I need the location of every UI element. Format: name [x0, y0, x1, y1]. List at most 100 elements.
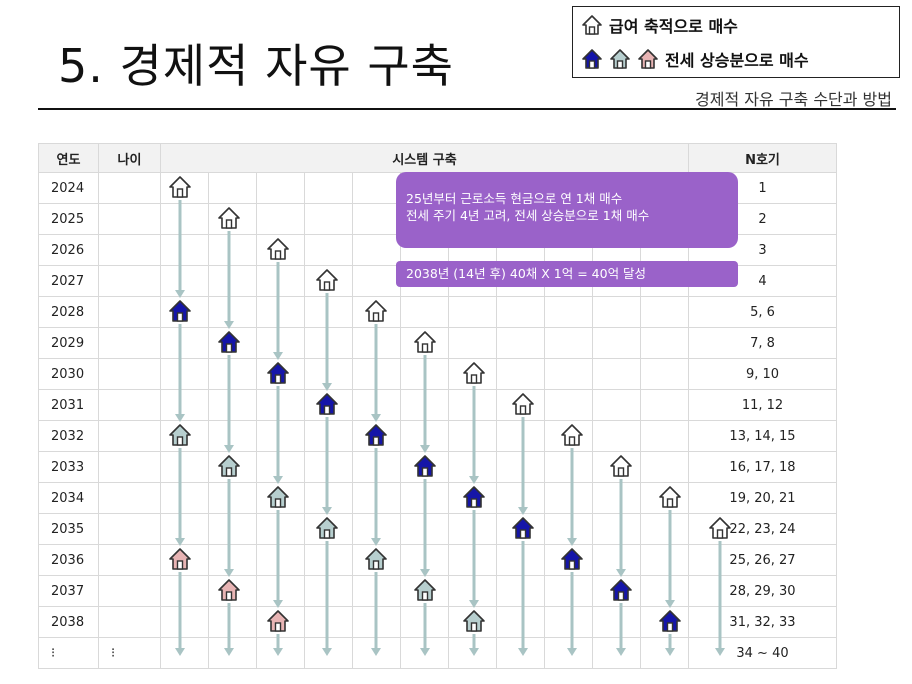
legend-row-jeonse: 전세 상승분으로 매수 — [581, 47, 809, 71]
system-cell — [208, 389, 257, 421]
system-cell — [304, 234, 353, 266]
system-cell — [256, 327, 305, 359]
system-cell — [208, 203, 257, 235]
system-cell — [592, 420, 641, 452]
system-cell — [208, 544, 257, 576]
system-cell — [544, 513, 593, 545]
system-cell — [448, 513, 497, 545]
system-cell — [160, 575, 209, 607]
system-cell — [400, 606, 449, 638]
row-n: 19, 20, 21 — [688, 482, 837, 514]
system-cell — [352, 606, 401, 638]
row-year: 2030 — [38, 358, 99, 390]
row-age — [98, 265, 161, 297]
row-year: 2034 — [38, 482, 99, 514]
row-age — [98, 172, 161, 204]
system-cell — [304, 482, 353, 514]
system-cell — [304, 327, 353, 359]
system-cell — [496, 296, 545, 328]
system-cell — [208, 172, 257, 204]
system-cell — [256, 358, 305, 390]
system-cell — [304, 575, 353, 607]
system-cell — [496, 327, 545, 359]
system-cell — [448, 358, 497, 390]
system-cell — [352, 203, 401, 235]
system-cell — [304, 203, 353, 235]
row-year: 2028 — [38, 296, 99, 328]
system-cell — [592, 451, 641, 483]
system-cell — [496, 482, 545, 514]
table-row: 2037 28, 29, 30 — [38, 575, 837, 607]
system-cell — [592, 544, 641, 576]
row-year: 2035 — [38, 513, 99, 545]
system-cell — [208, 265, 257, 297]
system-cell — [352, 389, 401, 421]
legend-row-salary: 급여 축적으로 매수 — [581, 13, 738, 37]
system-cell — [208, 482, 257, 514]
system-cell — [640, 451, 689, 483]
system-cell — [352, 265, 401, 297]
system-cell — [160, 389, 209, 421]
system-cell — [208, 327, 257, 359]
system-cell — [352, 420, 401, 452]
callout-result: 2038년 (14년 후) 40채 X 1억 = 40억 달성 — [396, 261, 738, 287]
system-cell — [160, 482, 209, 514]
row-age — [98, 544, 161, 576]
row-age — [98, 420, 161, 452]
page-subtitle: 경제적 자유 구축 수단과 방법 — [695, 90, 892, 109]
system-cell — [160, 544, 209, 576]
legend-box: 급여 축적으로 매수 전세 상승분으로 매수 — [572, 6, 900, 78]
system-cell — [256, 513, 305, 545]
system-cell — [304, 389, 353, 421]
system-cell — [592, 513, 641, 545]
row-year: 2027 — [38, 265, 99, 297]
system-cell — [160, 203, 209, 235]
system-cell — [544, 637, 593, 669]
system-cell — [544, 606, 593, 638]
system-cell — [496, 358, 545, 390]
row-year: 2032 — [38, 420, 99, 452]
row-year: 2038 — [38, 606, 99, 638]
row-year: 2036 — [38, 544, 99, 576]
system-cell — [304, 513, 353, 545]
system-cell — [640, 575, 689, 607]
row-n: 5, 6 — [688, 296, 837, 328]
system-cell — [592, 606, 641, 638]
row-age — [98, 358, 161, 390]
system-cell — [592, 327, 641, 359]
system-cell — [640, 296, 689, 328]
system-cell — [448, 420, 497, 452]
system-cell — [208, 637, 257, 669]
system-cell — [544, 389, 593, 421]
system-cell — [256, 172, 305, 204]
system-cell — [304, 451, 353, 483]
system-cell — [352, 637, 401, 669]
legend-label-jeonse: 전세 상승분으로 매수 — [665, 51, 809, 70]
system-cell — [400, 637, 449, 669]
system-cell — [304, 296, 353, 328]
system-cell — [400, 544, 449, 576]
system-cell — [640, 389, 689, 421]
system-cell — [448, 327, 497, 359]
system-cell — [352, 358, 401, 390]
row-n: 22, 23, 24 — [688, 513, 837, 545]
row-age — [98, 296, 161, 328]
system-cell — [496, 513, 545, 545]
system-cell — [160, 513, 209, 545]
system-cell — [352, 172, 401, 204]
row-n: 34 ~ 40 — [688, 637, 837, 669]
system-cell — [304, 606, 353, 638]
system-cell — [448, 389, 497, 421]
row-age — [98, 203, 161, 235]
system-cell — [256, 637, 305, 669]
system-cell — [160, 358, 209, 390]
row-age — [98, 327, 161, 359]
row-n: 28, 29, 30 — [688, 575, 837, 607]
table-row: 2031 11, 12 — [38, 389, 837, 421]
system-cell — [256, 544, 305, 576]
row-n: 25, 26, 27 — [688, 544, 837, 576]
header-age: 나이 — [98, 143, 161, 173]
house-outline-icon — [582, 15, 602, 35]
system-cell — [448, 451, 497, 483]
system-cell — [448, 575, 497, 607]
